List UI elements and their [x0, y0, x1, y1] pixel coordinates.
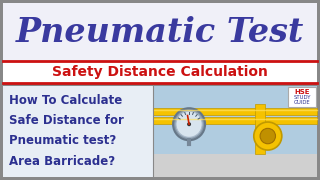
Text: Pneumatic test?: Pneumatic test?	[9, 134, 116, 147]
Text: HSE: HSE	[294, 89, 310, 96]
Text: Area Barricade?: Area Barricade?	[9, 155, 115, 168]
Text: How To Calculate: How To Calculate	[9, 94, 122, 107]
Bar	[153, 154, 317, 177]
Text: Pneumatic Test: Pneumatic Test	[16, 15, 304, 48]
Circle shape	[260, 128, 276, 144]
Bar	[3, 3, 317, 61]
Circle shape	[187, 122, 191, 126]
Bar	[153, 86, 317, 177]
Text: Safe Distance for: Safe Distance for	[9, 114, 124, 127]
Bar	[255, 104, 265, 154]
Text: GUIDE: GUIDE	[294, 100, 310, 105]
Circle shape	[176, 111, 202, 137]
Bar	[153, 108, 317, 115]
Bar	[153, 117, 317, 124]
Bar	[3, 61, 317, 83]
Text: Safety Distance Calculation: Safety Distance Calculation	[52, 65, 268, 79]
Circle shape	[254, 122, 282, 150]
Bar	[288, 87, 316, 107]
Text: STUDY: STUDY	[293, 95, 311, 100]
Circle shape	[173, 108, 205, 140]
Bar	[3, 86, 317, 177]
